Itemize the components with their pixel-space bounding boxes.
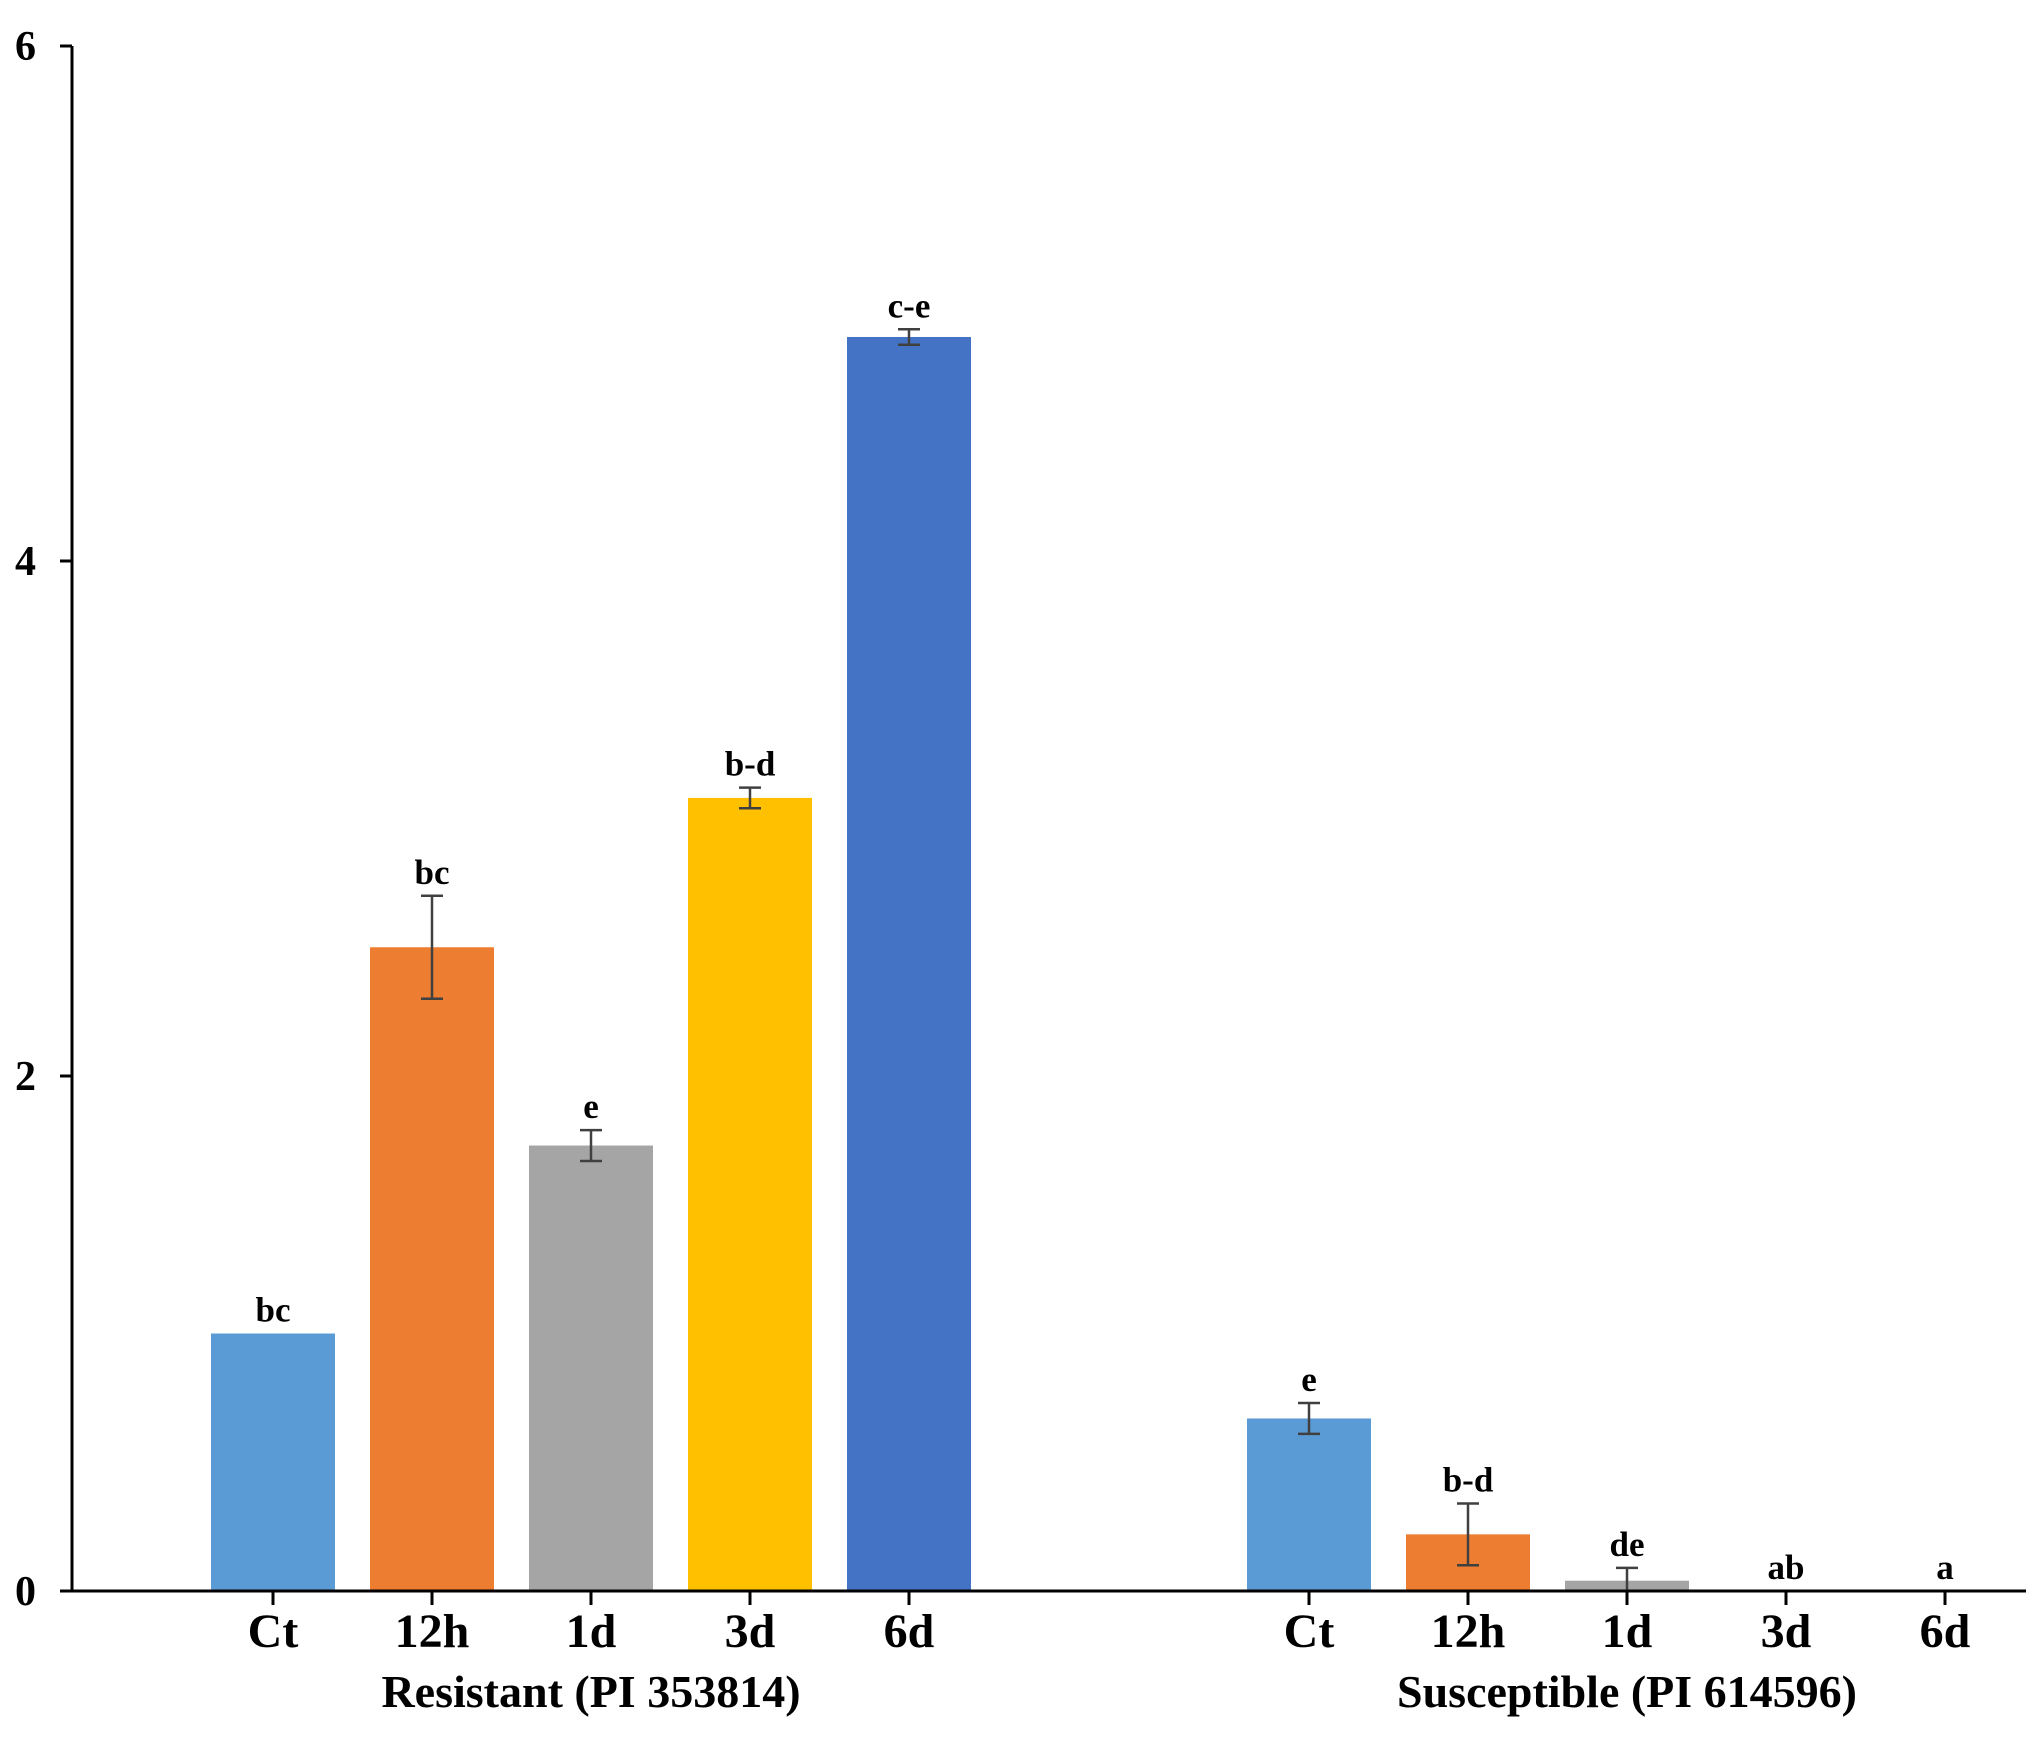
bar-resistant-6d (847, 336, 971, 1592)
significance-label: c-e (888, 286, 931, 325)
significance-label: b-d (725, 745, 776, 784)
significance-label: a (1936, 1548, 1954, 1587)
category-label: 12h (1431, 1605, 1506, 1658)
category-label: Ct (248, 1605, 299, 1658)
significance-label: bc (415, 853, 450, 892)
y-tick-label: 0 (15, 1569, 36, 1615)
significance-label: de (1610, 1525, 1645, 1564)
axes-layer (60, 44, 2026, 1605)
bars-layer (211, 336, 1689, 1592)
error-bars-layer (421, 328, 1638, 1591)
bar-susceptible-ct (1247, 1418, 1371, 1591)
bar-resistant-12h (370, 947, 494, 1591)
group-label: Resistant (PI 353814) (381, 1666, 800, 1717)
category-label: Ct (1284, 1605, 1335, 1658)
bar-resistant-1d (529, 1145, 653, 1591)
significance-label: ab (1768, 1548, 1805, 1587)
y-tick-label: 6 (15, 24, 36, 70)
y-tick-label: 4 (15, 539, 36, 585)
group-label: Susceptible (PI 614596) (1397, 1666, 1857, 1717)
y-tick-label: 2 (15, 1054, 36, 1100)
bar-resistant-ct (211, 1333, 335, 1591)
category-label: 3d (725, 1605, 776, 1658)
category-label: 1d (1602, 1605, 1653, 1658)
category-label: 12h (395, 1605, 470, 1658)
category-label: 6d (1920, 1605, 1971, 1658)
labels-layer: 0 2 4 6 bc Ct bc 12h e 1d b-d 3d c-e 6d Resistant (PI … (15, 24, 1971, 1717)
significance-label: b-d (1443, 1460, 1494, 1499)
category-label: 6d (884, 1605, 935, 1658)
category-label: 1d (566, 1605, 617, 1658)
significance-label: bc (256, 1291, 291, 1330)
bar-resistant-3d (688, 797, 812, 1591)
significance-label: e (1301, 1360, 1317, 1399)
significance-label: e (583, 1087, 599, 1126)
category-label: 3d (1761, 1605, 1812, 1658)
